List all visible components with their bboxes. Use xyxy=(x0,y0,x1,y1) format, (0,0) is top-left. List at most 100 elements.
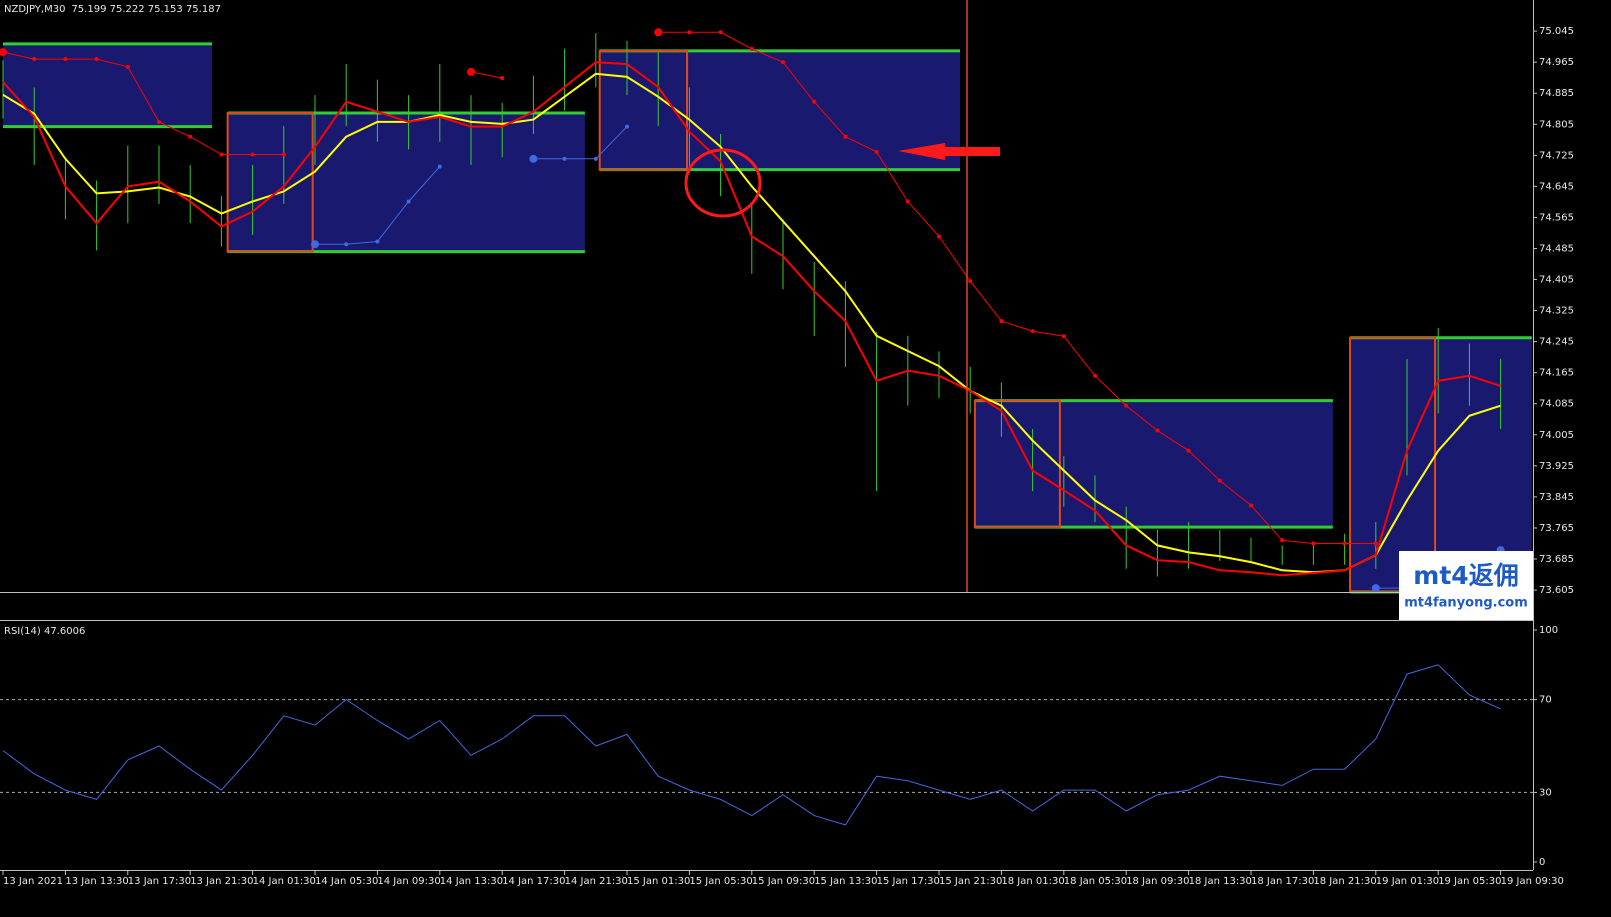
rsi-line xyxy=(2,664,1501,826)
zone-box xyxy=(973,399,1061,529)
y-tick-label: 73.845 xyxy=(1539,492,1574,503)
stop-dot xyxy=(781,60,785,65)
stop-dot xyxy=(94,57,99,62)
x-tick-label: 18 Jan 01:30 xyxy=(1001,876,1064,887)
y-tick-label: 74.325 xyxy=(1539,306,1574,317)
y-tick-label: 74.085 xyxy=(1539,399,1574,410)
y-tick-label: 75.045 xyxy=(1539,26,1574,37)
y-tick-label: 74.405 xyxy=(1539,275,1574,286)
stop-dot xyxy=(0,48,7,57)
moving-average xyxy=(2,61,1501,577)
stop-dot xyxy=(1311,541,1316,546)
stop-line xyxy=(2,31,1376,544)
highlight-circle xyxy=(684,148,762,218)
x-tick-label: 15 Jan 13:30 xyxy=(814,876,877,887)
x-tick-label: 18 Jan 05:30 xyxy=(1064,876,1127,887)
x-tick-label: 18 Jan 13:30 xyxy=(1189,876,1252,887)
stop-dot xyxy=(905,199,910,204)
stop-dot xyxy=(812,99,817,104)
zone-box xyxy=(226,112,314,253)
stop-dot xyxy=(1342,541,1347,546)
y-tick-label: 74.565 xyxy=(1539,212,1574,223)
chart-subtitle: 75.199 75.222 75.153 75.187 xyxy=(71,4,221,15)
y-tick-label: 73.605 xyxy=(1539,585,1574,596)
y-tick-label: 74.725 xyxy=(1539,150,1574,161)
chart-title: NZDJPY,M30 xyxy=(4,4,65,15)
y-tick-label: 74.805 xyxy=(1539,119,1574,130)
stop-dot xyxy=(1371,584,1380,593)
stop-dot xyxy=(375,239,380,244)
stop-dot xyxy=(1061,334,1066,339)
x-tick-label: 18 Jan 09:30 xyxy=(1126,876,1189,887)
stop-dot xyxy=(1373,541,1378,546)
stop-dot xyxy=(281,152,286,157)
x-tick-label: 14 Jan 01:30 xyxy=(253,876,316,887)
stop-dot xyxy=(999,319,1004,324)
watermark: mt4返佣 mt4fanyong.com xyxy=(1399,551,1533,620)
zone xyxy=(599,50,961,170)
stop-dot xyxy=(687,30,692,35)
x-tick-label: 18 Jan 21:30 xyxy=(1313,876,1376,887)
stop-dot xyxy=(467,67,475,76)
x-tick-label: 19 Jan 09:30 xyxy=(1501,876,1564,887)
y-tick-label: 0 xyxy=(1539,857,1545,868)
x-tick-label: 13 Jan 13:30 xyxy=(65,876,128,887)
stop-dot xyxy=(1280,538,1285,543)
stop-dot xyxy=(562,156,567,161)
zone xyxy=(974,400,1333,528)
y-tick-label: 74.885 xyxy=(1539,88,1574,99)
x-tick-label: 14 Jan 17:30 xyxy=(502,876,565,887)
stop-dot xyxy=(625,124,629,129)
x-tick-label: 14 Jan 05:30 xyxy=(315,876,378,887)
y-tick-label: 74.165 xyxy=(1539,368,1574,379)
y-tick-label: 74.485 xyxy=(1539,243,1574,254)
stop-dot xyxy=(1030,329,1035,334)
stop-dot xyxy=(593,156,598,161)
stop-dot xyxy=(344,242,349,247)
x-tick-label: 18 Jan 17:30 xyxy=(1251,876,1314,887)
stop-dot xyxy=(250,152,255,157)
y-tick-label: 70 xyxy=(1539,695,1552,706)
chart-title: RSI(14) 47.6006 xyxy=(4,626,85,637)
stop-dot xyxy=(63,57,68,62)
x-tick-label: 15 Jan 01:30 xyxy=(627,876,690,887)
x-tick-label: 14 Jan 09:30 xyxy=(377,876,440,887)
plot-layer: NZDJPY,M30 75.199 75.222 75.153 75.187 75.… xyxy=(0,4,1574,887)
y-tick-label: 100 xyxy=(1539,625,1558,636)
y-tick-label: 74.965 xyxy=(1539,57,1574,68)
y-tick-label: 74.005 xyxy=(1539,430,1574,441)
stop-dot xyxy=(874,149,879,154)
stop-dot xyxy=(968,279,973,284)
watermark-title: mt4返佣 xyxy=(1413,561,1518,590)
stop-dot xyxy=(311,240,319,249)
stop-dot xyxy=(500,76,505,81)
y-tick-label: 73.925 xyxy=(1539,461,1574,472)
stop-dot xyxy=(1217,478,1222,483)
y-tick-label: 74.245 xyxy=(1539,337,1574,348)
stop-dot xyxy=(406,199,411,204)
stop-dot xyxy=(937,234,941,239)
x-tick-label: 13 Jan 21:30 xyxy=(190,876,253,887)
stop-dot xyxy=(1124,403,1129,408)
watermark-box xyxy=(1399,551,1533,620)
stop-dot xyxy=(654,28,663,37)
stop-dot xyxy=(157,119,161,124)
x-tick-label: 14 Jan 13:30 xyxy=(440,876,503,887)
x-tick-label: 15 Jan 17:30 xyxy=(877,876,940,887)
stop-dot xyxy=(1249,503,1253,508)
stop-dot xyxy=(843,134,848,139)
zone xyxy=(3,43,213,127)
stop-dot xyxy=(1093,373,1097,378)
y-tick-label: 74.645 xyxy=(1539,181,1574,192)
x-tick-label: 19 Jan 05:30 xyxy=(1438,876,1501,887)
x-tick-label: 15 Jan 09:30 xyxy=(752,876,815,887)
stop-dot xyxy=(219,152,224,157)
stop-dot xyxy=(718,30,723,35)
y-tick-label: 30 xyxy=(1539,787,1552,798)
stop-dot xyxy=(32,57,37,62)
x-tick-label: 14 Jan 21:30 xyxy=(565,876,628,887)
moving-average xyxy=(2,72,1501,574)
zone-box xyxy=(598,49,689,171)
